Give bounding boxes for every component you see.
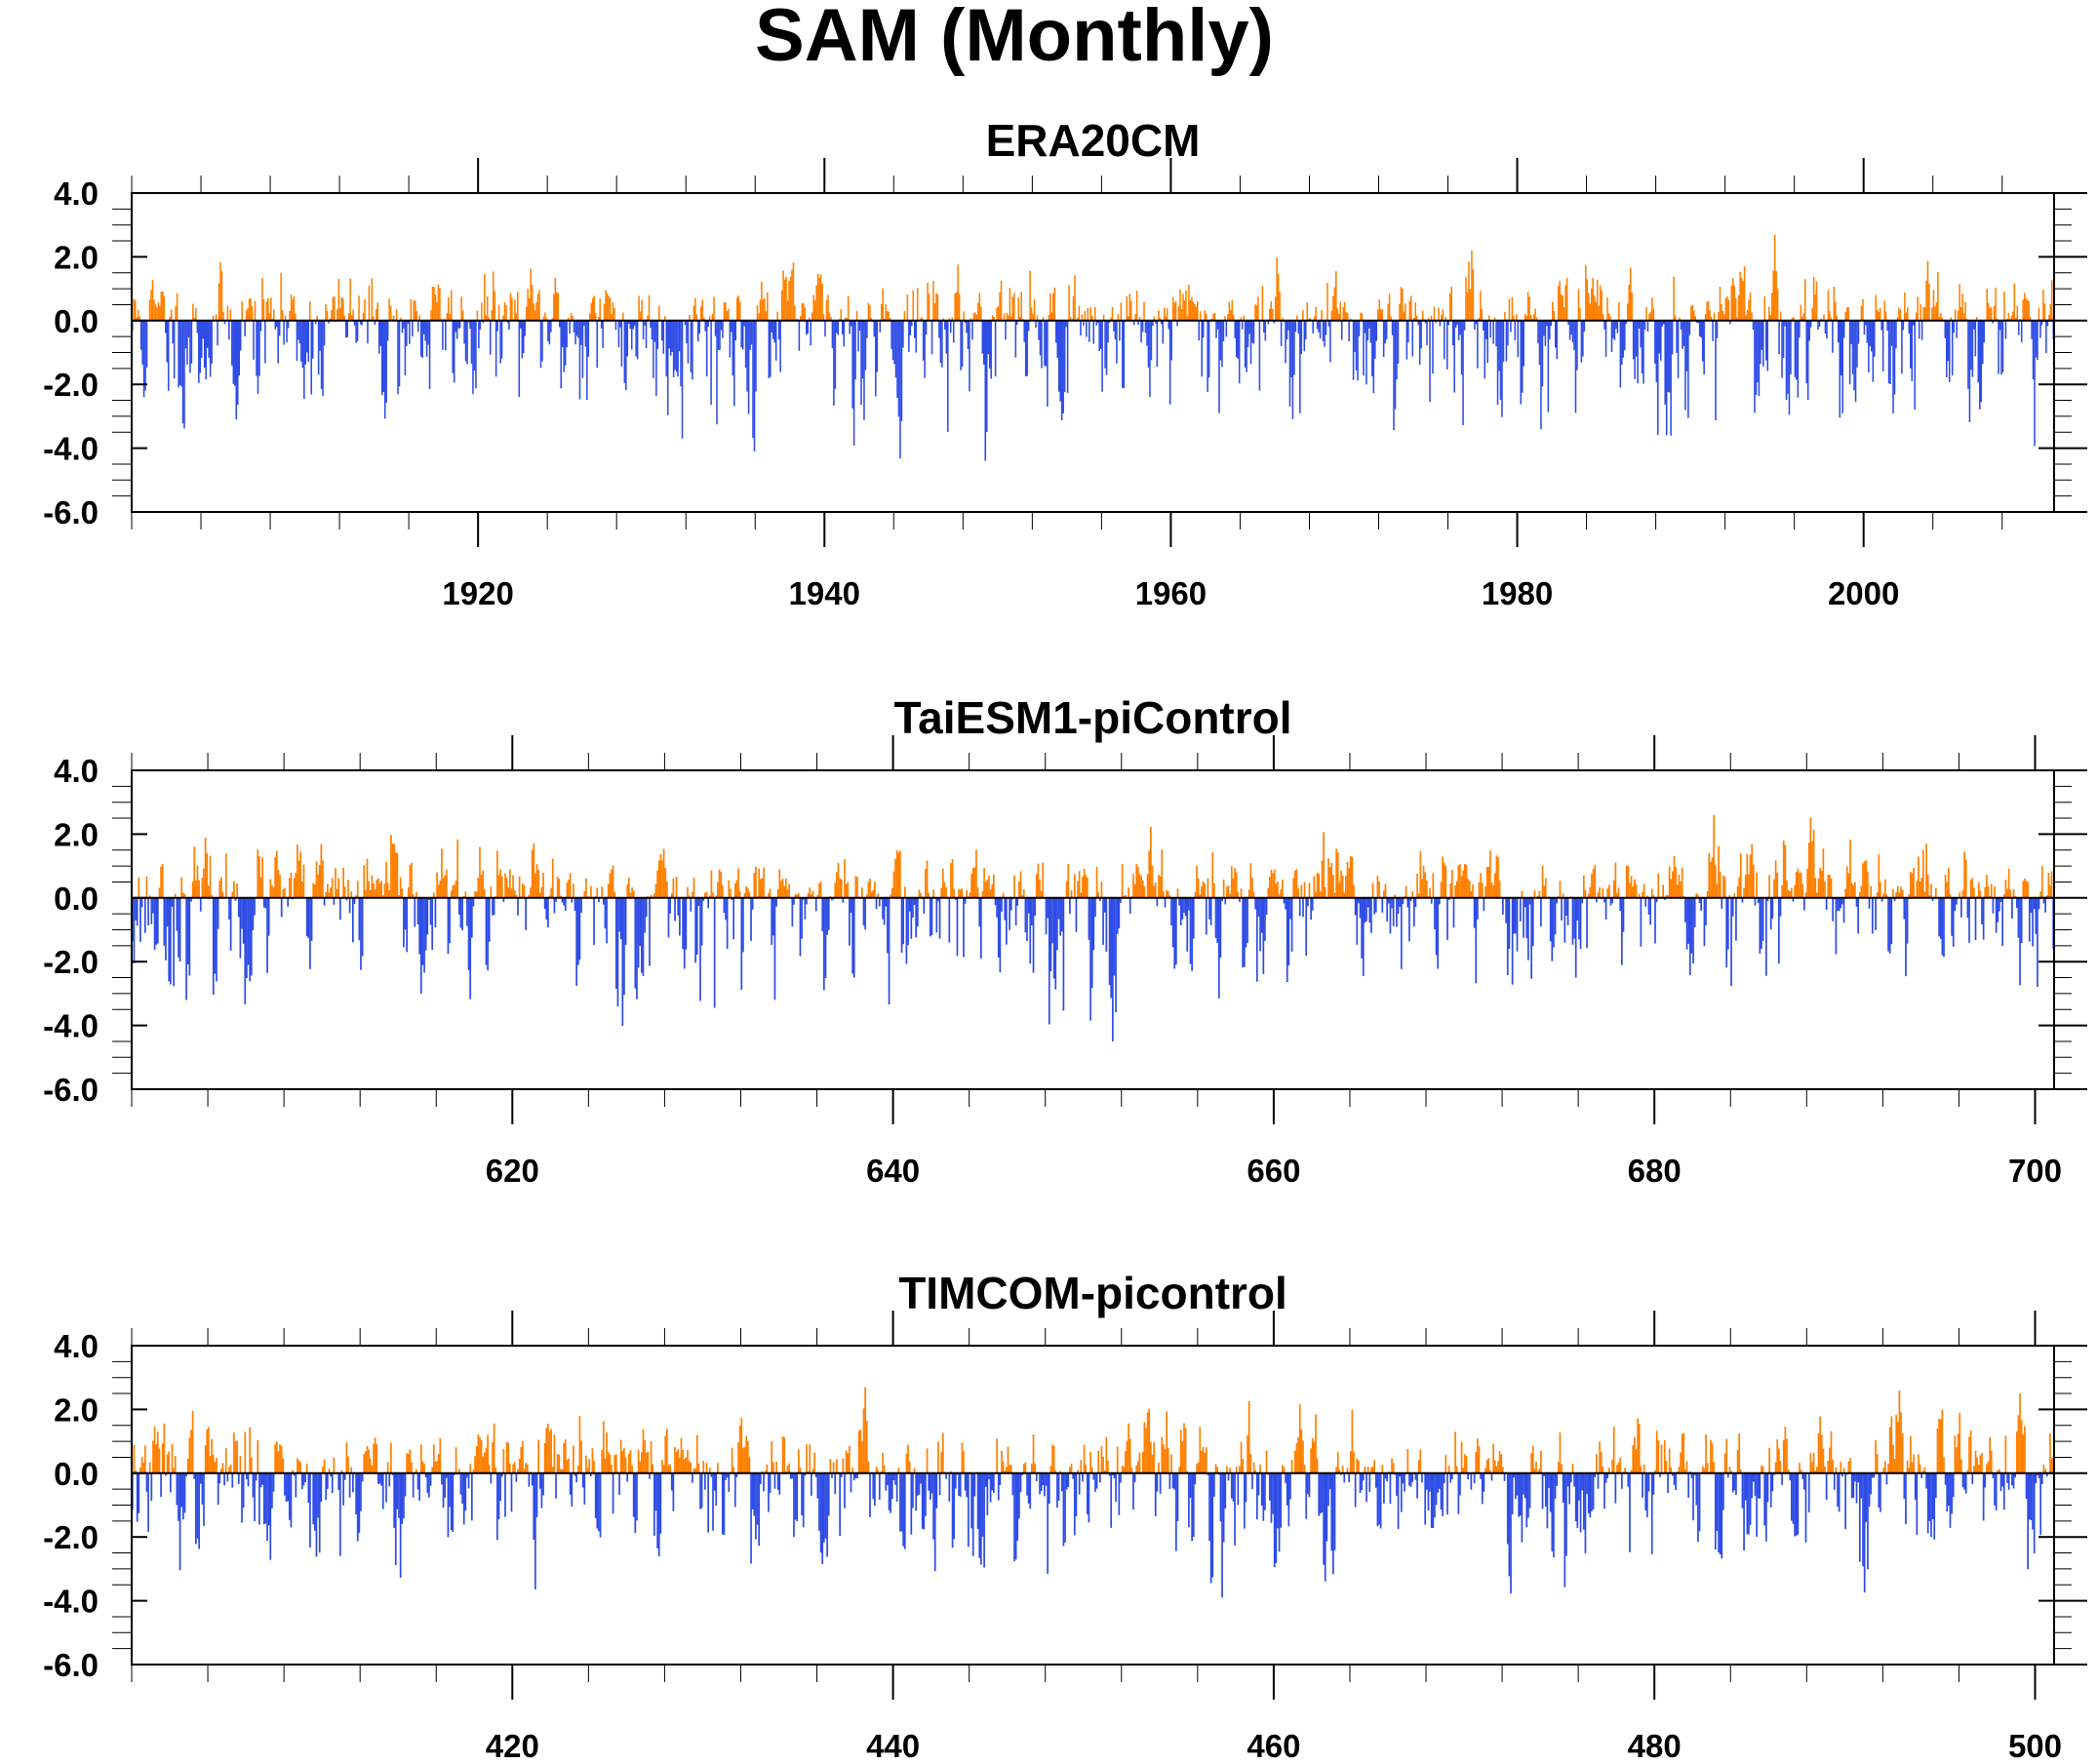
y-tick-label: 0.0 bbox=[54, 303, 99, 339]
panel-timcom-picontrol: TIMCOM-picontrol 4.0 2.0 0.0 -2.0 -4.0 -6.0 420… bbox=[43, 1268, 2087, 1764]
y-tick-label: -6.0 bbox=[43, 1072, 99, 1108]
x-tick-label: 1940 bbox=[789, 575, 860, 611]
y-tick-label: -4.0 bbox=[43, 431, 99, 467]
x-tick-label: 680 bbox=[1628, 1153, 1682, 1189]
panel-title: TaiESM1-piControl bbox=[893, 692, 1291, 743]
x-tick-label: 660 bbox=[1247, 1153, 1300, 1189]
x-tick-label: 460 bbox=[1247, 1728, 1300, 1764]
y-tick-label: -4.0 bbox=[43, 1584, 99, 1620]
bar-series bbox=[131, 1387, 2055, 1598]
panel-title: TIMCOM-picontrol bbox=[898, 1268, 1287, 1318]
y-tick-label: -6.0 bbox=[43, 1647, 99, 1683]
y-tick-label: -2.0 bbox=[43, 367, 99, 403]
y-tick-label: 0.0 bbox=[54, 881, 99, 917]
bar-series bbox=[131, 234, 2055, 461]
y-tick-label: 4.0 bbox=[54, 753, 99, 789]
x-tick-label: 2000 bbox=[1828, 575, 1899, 611]
x-tick-label: 1980 bbox=[1482, 575, 1553, 611]
bar-series bbox=[131, 814, 2055, 1041]
panel-title: ERA20CM bbox=[986, 115, 1201, 166]
y-tick-label: 2.0 bbox=[54, 239, 99, 275]
y-tick-label: -6.0 bbox=[43, 494, 99, 530]
x-tick-label: 620 bbox=[486, 1153, 539, 1189]
x-tick-label: 1960 bbox=[1135, 575, 1207, 611]
y-tick-label: 4.0 bbox=[54, 176, 99, 212]
y-tick-label: 0.0 bbox=[54, 1456, 99, 1492]
x-tick-label: 700 bbox=[2008, 1153, 2062, 1189]
y-tick-label: 4.0 bbox=[54, 1328, 99, 1364]
x-tick-label: 640 bbox=[866, 1153, 920, 1189]
y-tick-label: -2.0 bbox=[43, 1519, 99, 1555]
x-tick-label: 440 bbox=[866, 1728, 920, 1764]
panel-taiesm1-picontrol: TaiESM1-piControl 4.0 2.0 0.0 -2.0 -4.0 -6.0 62… bbox=[43, 692, 2087, 1189]
y-tick-label: 2.0 bbox=[54, 1392, 99, 1428]
x-tick-label: 480 bbox=[1628, 1728, 1682, 1764]
x-tick-label: 1920 bbox=[442, 575, 513, 611]
y-tick-label: 2.0 bbox=[54, 816, 99, 852]
panel-era20cm: ERA20CM 4.0 2.0 0.0 -2.0 -4.0 -6.0 1920 1940 1960… bbox=[43, 115, 2087, 611]
y-tick-label: -4.0 bbox=[43, 1008, 99, 1044]
x-tick-label: 500 bbox=[2008, 1728, 2062, 1764]
figure-title: SAM (Monthly) bbox=[755, 0, 1274, 77]
y-tick-label: -2.0 bbox=[43, 944, 99, 980]
x-tick-label: 420 bbox=[486, 1728, 539, 1764]
